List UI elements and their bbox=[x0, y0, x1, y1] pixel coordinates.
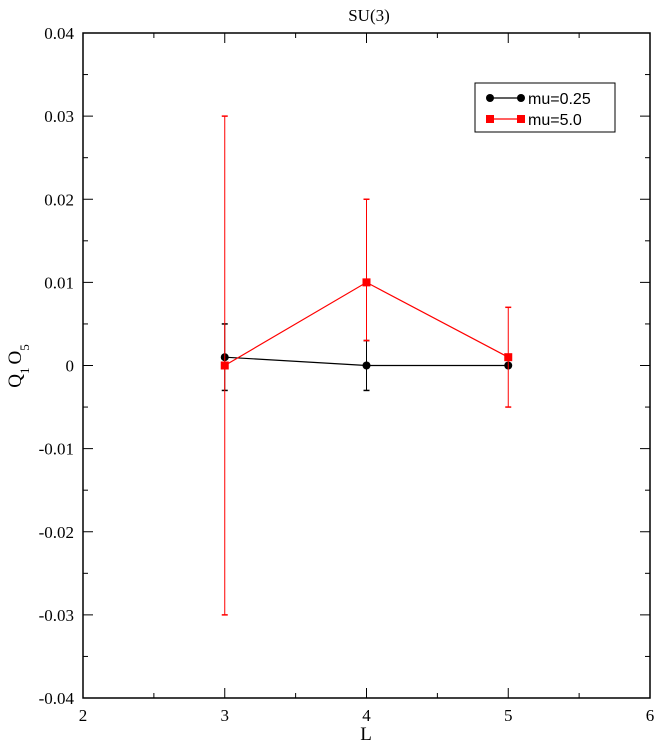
legend: mu=0.25 mu=5.0 bbox=[474, 82, 616, 133]
y-axis-label-q: Q bbox=[5, 374, 26, 388]
y-axis-label-sub2: 5 bbox=[17, 344, 32, 351]
series-layer bbox=[220, 115, 513, 616]
y-tick-label: -0.01 bbox=[39, 440, 74, 459]
legend-box bbox=[474, 82, 616, 133]
x-axis-label: L bbox=[360, 724, 372, 743]
y-tick-label: 0.02 bbox=[44, 190, 74, 209]
y-tick-label: -0.04 bbox=[39, 689, 75, 708]
y-axis-label: Q1 O5 bbox=[5, 344, 32, 387]
legend-item-2-label: mu=5.0 bbox=[528, 112, 582, 129]
series-2 bbox=[220, 115, 513, 616]
y-tick-label: 0.03 bbox=[44, 107, 74, 126]
series-1-point bbox=[362, 361, 371, 370]
y-axis: -0.04 -0.03 -0.02 -0.01 0 0.01 0.02 0.03 0.04 bbox=[39, 24, 650, 708]
y-tick-label: 0.04 bbox=[44, 24, 74, 43]
y-axis-label-o: O bbox=[5, 351, 26, 365]
series-2-point bbox=[362, 278, 371, 287]
legend-item-1-marker bbox=[486, 94, 494, 102]
chart-title: SU(3) bbox=[348, 6, 390, 25]
legend-item-2-marker bbox=[486, 115, 494, 123]
y-tick-label: -0.03 bbox=[39, 606, 74, 625]
x-tick-label: 6 bbox=[646, 706, 654, 725]
y-axis-label-sub1: 1 bbox=[17, 368, 32, 375]
legend-item-1: mu=0.25 bbox=[486, 91, 591, 108]
x-tick-label: 2 bbox=[79, 706, 88, 725]
series-2-point bbox=[220, 361, 229, 370]
legend-item-2: mu=5.0 bbox=[486, 112, 582, 129]
x-tick-label: 4 bbox=[362, 706, 371, 725]
y-tick-label: -0.02 bbox=[39, 523, 74, 542]
x-tick-label: 3 bbox=[221, 706, 230, 725]
series-2-point bbox=[504, 353, 513, 362]
x-axis: 2 3 4 5 6 bbox=[79, 33, 654, 725]
legend-item-1-label: mu=0.25 bbox=[528, 91, 591, 108]
y-tick-label: 0 bbox=[66, 357, 75, 376]
legend-item-1-marker bbox=[517, 94, 525, 102]
x-tick-label: 5 bbox=[504, 706, 513, 725]
legend-item-2-marker bbox=[517, 115, 525, 123]
y-tick-label: 0.01 bbox=[44, 273, 74, 292]
